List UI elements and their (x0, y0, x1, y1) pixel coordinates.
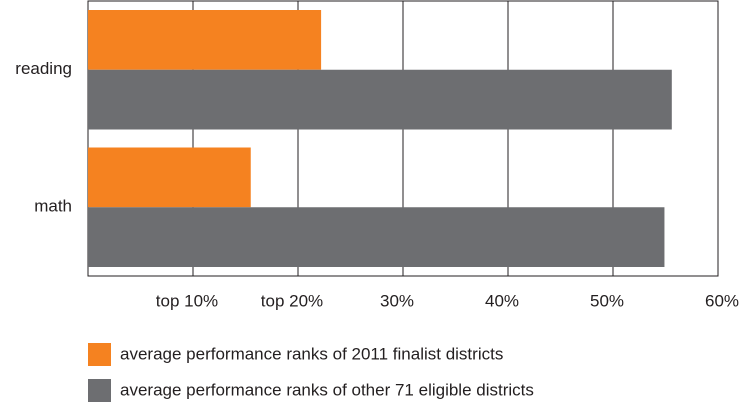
legend-label: average performance ranks of 2011 finali… (120, 344, 503, 363)
legend-swatch (88, 379, 111, 402)
x-tick-label: 50% (590, 291, 624, 310)
x-tick-label: 40% (485, 291, 519, 310)
legend-swatch (88, 343, 111, 366)
y-tick-label: math (34, 197, 72, 216)
x-tick-label: top 20% (261, 291, 323, 310)
x-tick-label: top 10% (156, 291, 218, 310)
plot-frame (87, 0, 719, 277)
legend-label: average performance ranks of other 71 el… (120, 380, 534, 399)
y-tick-label: reading (15, 59, 72, 78)
bar (88, 69, 672, 130)
x-tick-label: 60% (705, 291, 739, 310)
x-tick-label: 30% (380, 291, 414, 310)
bar (88, 207, 665, 267)
bar (88, 10, 322, 70)
bar (88, 147, 251, 208)
